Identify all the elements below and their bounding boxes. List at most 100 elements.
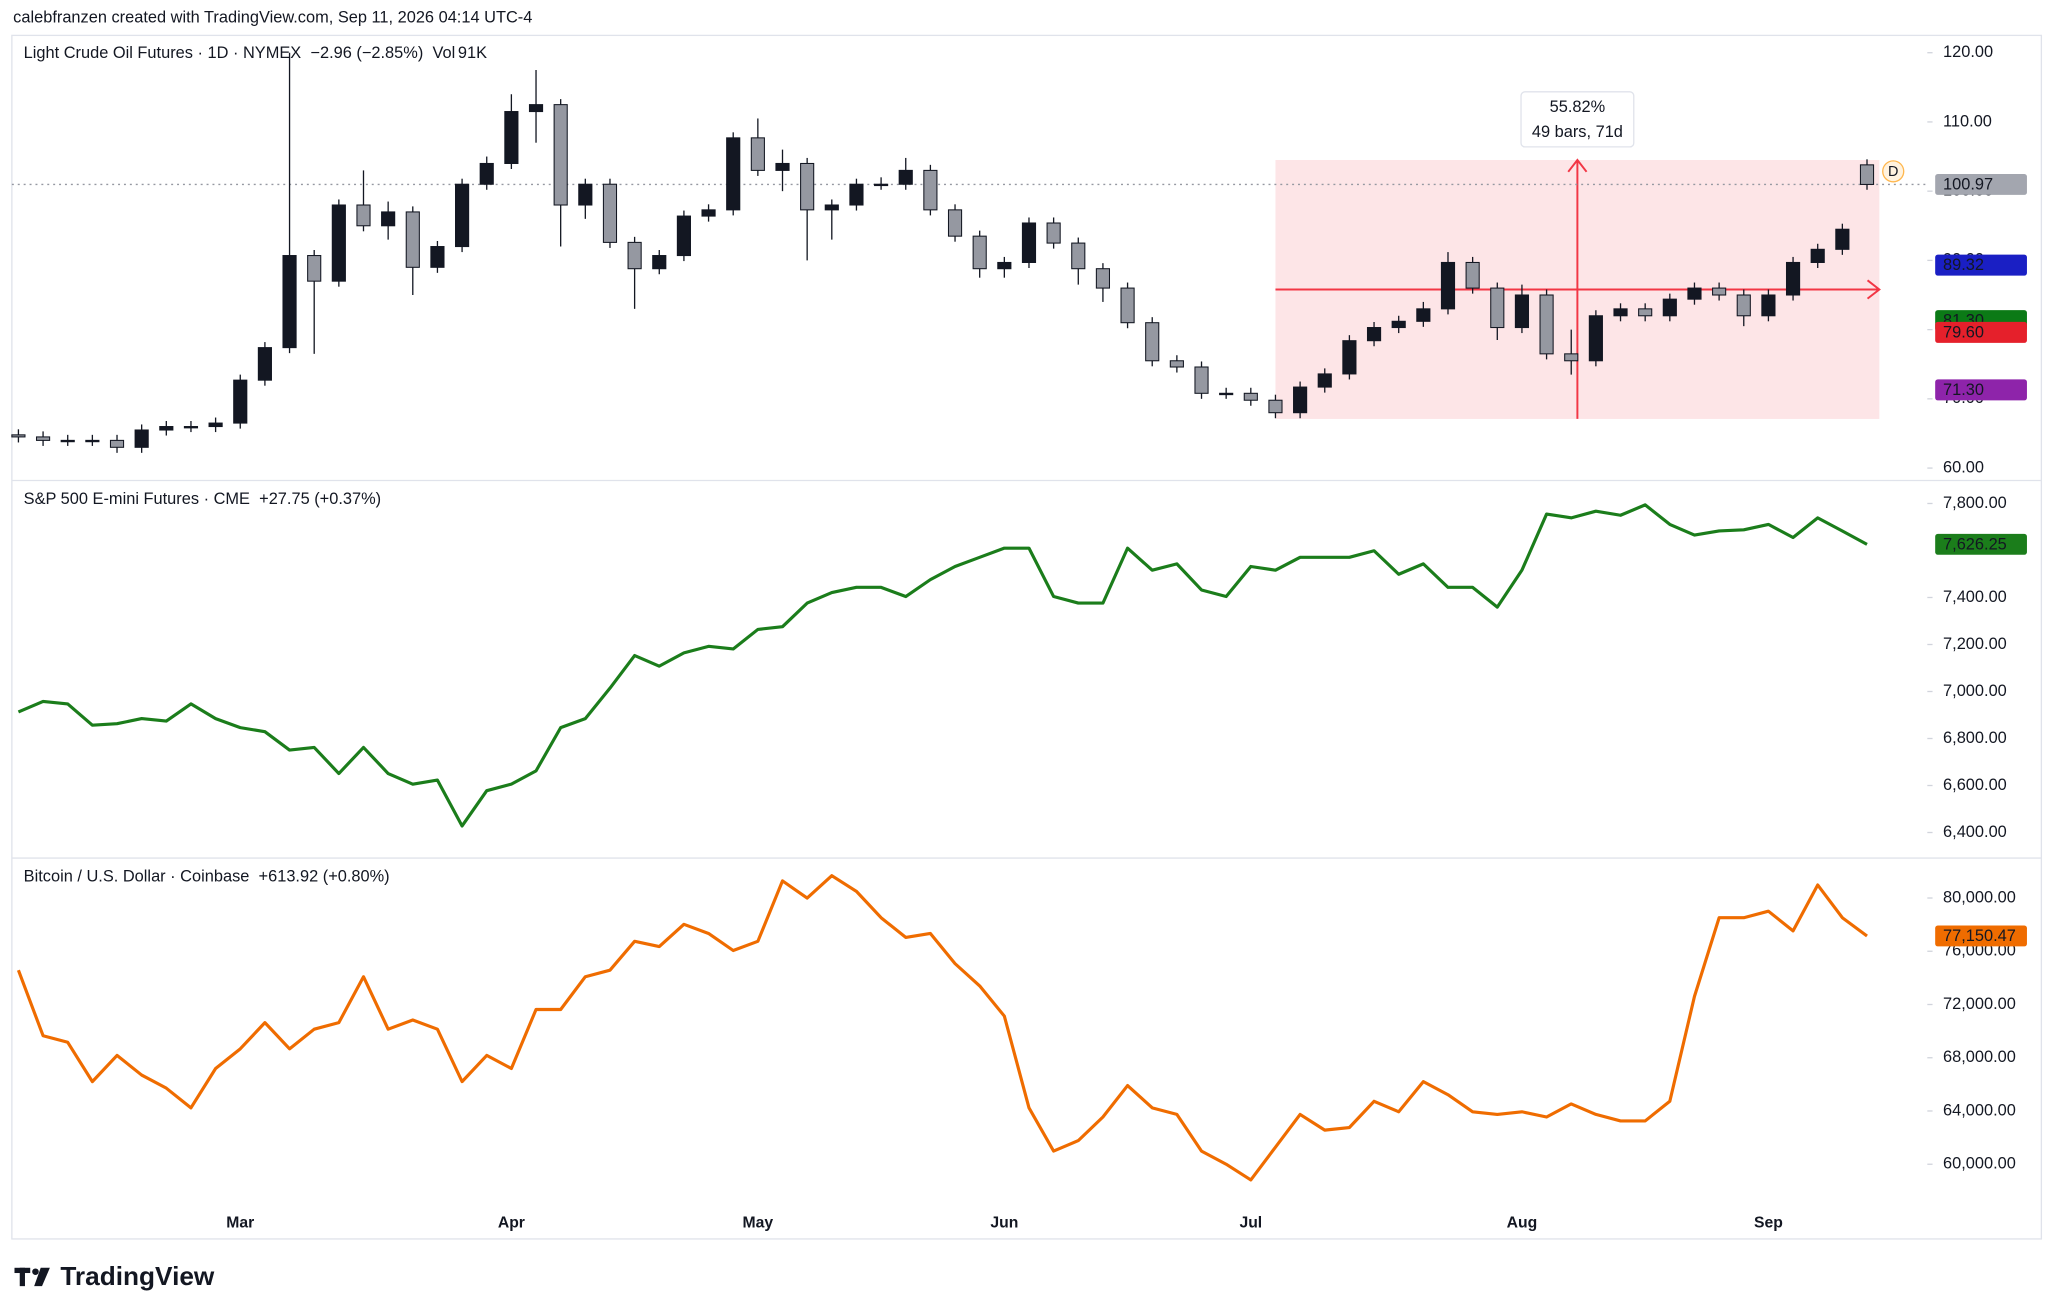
candle-body xyxy=(1736,294,1751,317)
candle-body xyxy=(1416,308,1431,322)
candle-body xyxy=(1859,164,1875,185)
candle-body xyxy=(356,204,371,227)
marker-circle xyxy=(1882,160,1905,183)
y-tick-label: 7,400.00 xyxy=(1943,588,2007,606)
measure-span: 49 bars, 71d xyxy=(1532,123,1623,141)
logo-icon xyxy=(14,1267,50,1287)
candle-body xyxy=(1613,308,1628,317)
candle-body xyxy=(183,426,199,429)
candle-body xyxy=(1145,322,1160,362)
candle-body xyxy=(602,183,618,243)
candle-body xyxy=(1071,242,1086,270)
candle-body xyxy=(1761,294,1776,317)
candle-body xyxy=(1785,261,1801,296)
x-tick-label: Aug xyxy=(1507,1214,1538,1231)
candle-body xyxy=(1465,261,1480,289)
candle-body xyxy=(726,137,741,211)
candle-body xyxy=(1317,373,1332,388)
candle-body xyxy=(233,379,248,424)
candle-body xyxy=(1219,392,1234,396)
y-tick-label: 60,000.00 xyxy=(1943,1155,2016,1173)
candle-body xyxy=(11,434,26,438)
candle-body xyxy=(800,162,815,211)
candle-body xyxy=(479,162,494,185)
candle-body xyxy=(1539,294,1554,355)
y-tick-label: 64,000.00 xyxy=(1943,1101,2016,1119)
legend-change: +27.75 (+0.37%) xyxy=(259,490,381,508)
candle-body xyxy=(208,422,223,428)
price-label: 100.97 xyxy=(1943,175,1993,193)
candle-body xyxy=(528,104,544,113)
price-label-box xyxy=(1935,254,2027,276)
candle-body xyxy=(455,183,470,248)
legend-volume: 91K xyxy=(458,44,487,62)
candle-body xyxy=(947,209,963,237)
x-tick-label: Jun xyxy=(990,1214,1018,1231)
candle-body xyxy=(1440,261,1456,310)
price-label-box xyxy=(1935,379,2027,401)
candle-body xyxy=(553,104,568,206)
y-tick-label: 7,200.00 xyxy=(1943,635,2007,653)
candle-body xyxy=(1120,287,1135,324)
logo-text: TradingView xyxy=(60,1261,215,1291)
candle-body xyxy=(1243,392,1258,401)
y-tick-label: 7,800.00 xyxy=(1943,494,2007,512)
frame xyxy=(11,34,2043,1240)
legend-change: −2.96 (−2.85%) xyxy=(310,44,423,62)
candle-body xyxy=(923,169,938,211)
y-tick-label: 80,000.00 xyxy=(1943,888,2016,906)
x-tick-label: Mar xyxy=(226,1214,254,1231)
measure-info-box xyxy=(1520,91,1635,148)
candle-body xyxy=(1169,360,1184,368)
x-tick-label: Apr xyxy=(498,1214,525,1231)
candle-body xyxy=(134,429,149,448)
candle-body xyxy=(1564,353,1579,362)
price-label-box xyxy=(1935,173,2027,195)
measure-h-head xyxy=(1866,279,1881,300)
candle-body xyxy=(109,439,125,448)
candle-body xyxy=(1021,222,1037,263)
candle-body xyxy=(1712,287,1727,296)
candle-body xyxy=(1687,287,1702,300)
x-tick-label: Sep xyxy=(1754,1214,1783,1231)
candle-body xyxy=(898,169,913,185)
attribution: calebfranzen created with TradingView.co… xyxy=(13,9,532,27)
candle-body xyxy=(35,436,51,441)
price-label-box xyxy=(1935,533,2027,555)
candle-body xyxy=(750,137,765,171)
y-tick-label: 110.00 xyxy=(1943,112,1992,130)
candle-body xyxy=(1268,399,1283,414)
candle-body xyxy=(1293,386,1308,414)
candle-body xyxy=(972,235,987,270)
candle-body xyxy=(1046,222,1061,244)
line-series xyxy=(16,874,1868,1182)
candle-body xyxy=(1194,366,1209,394)
legend-change: +613.92 (+0.80%) xyxy=(259,867,390,885)
candle-body xyxy=(60,439,75,443)
candle-body xyxy=(1342,340,1357,375)
price-label: 71.30 xyxy=(1943,381,1984,399)
y-tick-label: 120.00 xyxy=(1943,43,1993,61)
price-label: 77,150.47 xyxy=(1943,927,2016,945)
candle-body xyxy=(1366,327,1382,342)
candle-body xyxy=(159,426,174,431)
candle-body xyxy=(1490,287,1505,329)
candle-body xyxy=(282,255,297,349)
legend-title: S&P 500 E-mini Futures · CME xyxy=(24,490,250,508)
price-label: 89.32 xyxy=(1943,256,1984,274)
y-tick-label: 68,000.00 xyxy=(1943,1048,2016,1066)
price-label: 7,626.25 xyxy=(1943,535,2007,553)
candle-body xyxy=(775,162,790,171)
legend-volume-label: Vol xyxy=(432,44,455,62)
candle-body xyxy=(307,255,322,282)
candle-body xyxy=(627,241,642,270)
candle-body xyxy=(504,111,519,164)
candle-body xyxy=(381,211,396,227)
y-tick-label: 6,800.00 xyxy=(1943,729,2007,747)
candle-body xyxy=(430,246,445,268)
candle-body xyxy=(849,183,864,206)
y-tick-label: 7,000.00 xyxy=(1943,682,2007,700)
candle-body xyxy=(874,183,889,187)
candle-body xyxy=(1835,228,1850,250)
